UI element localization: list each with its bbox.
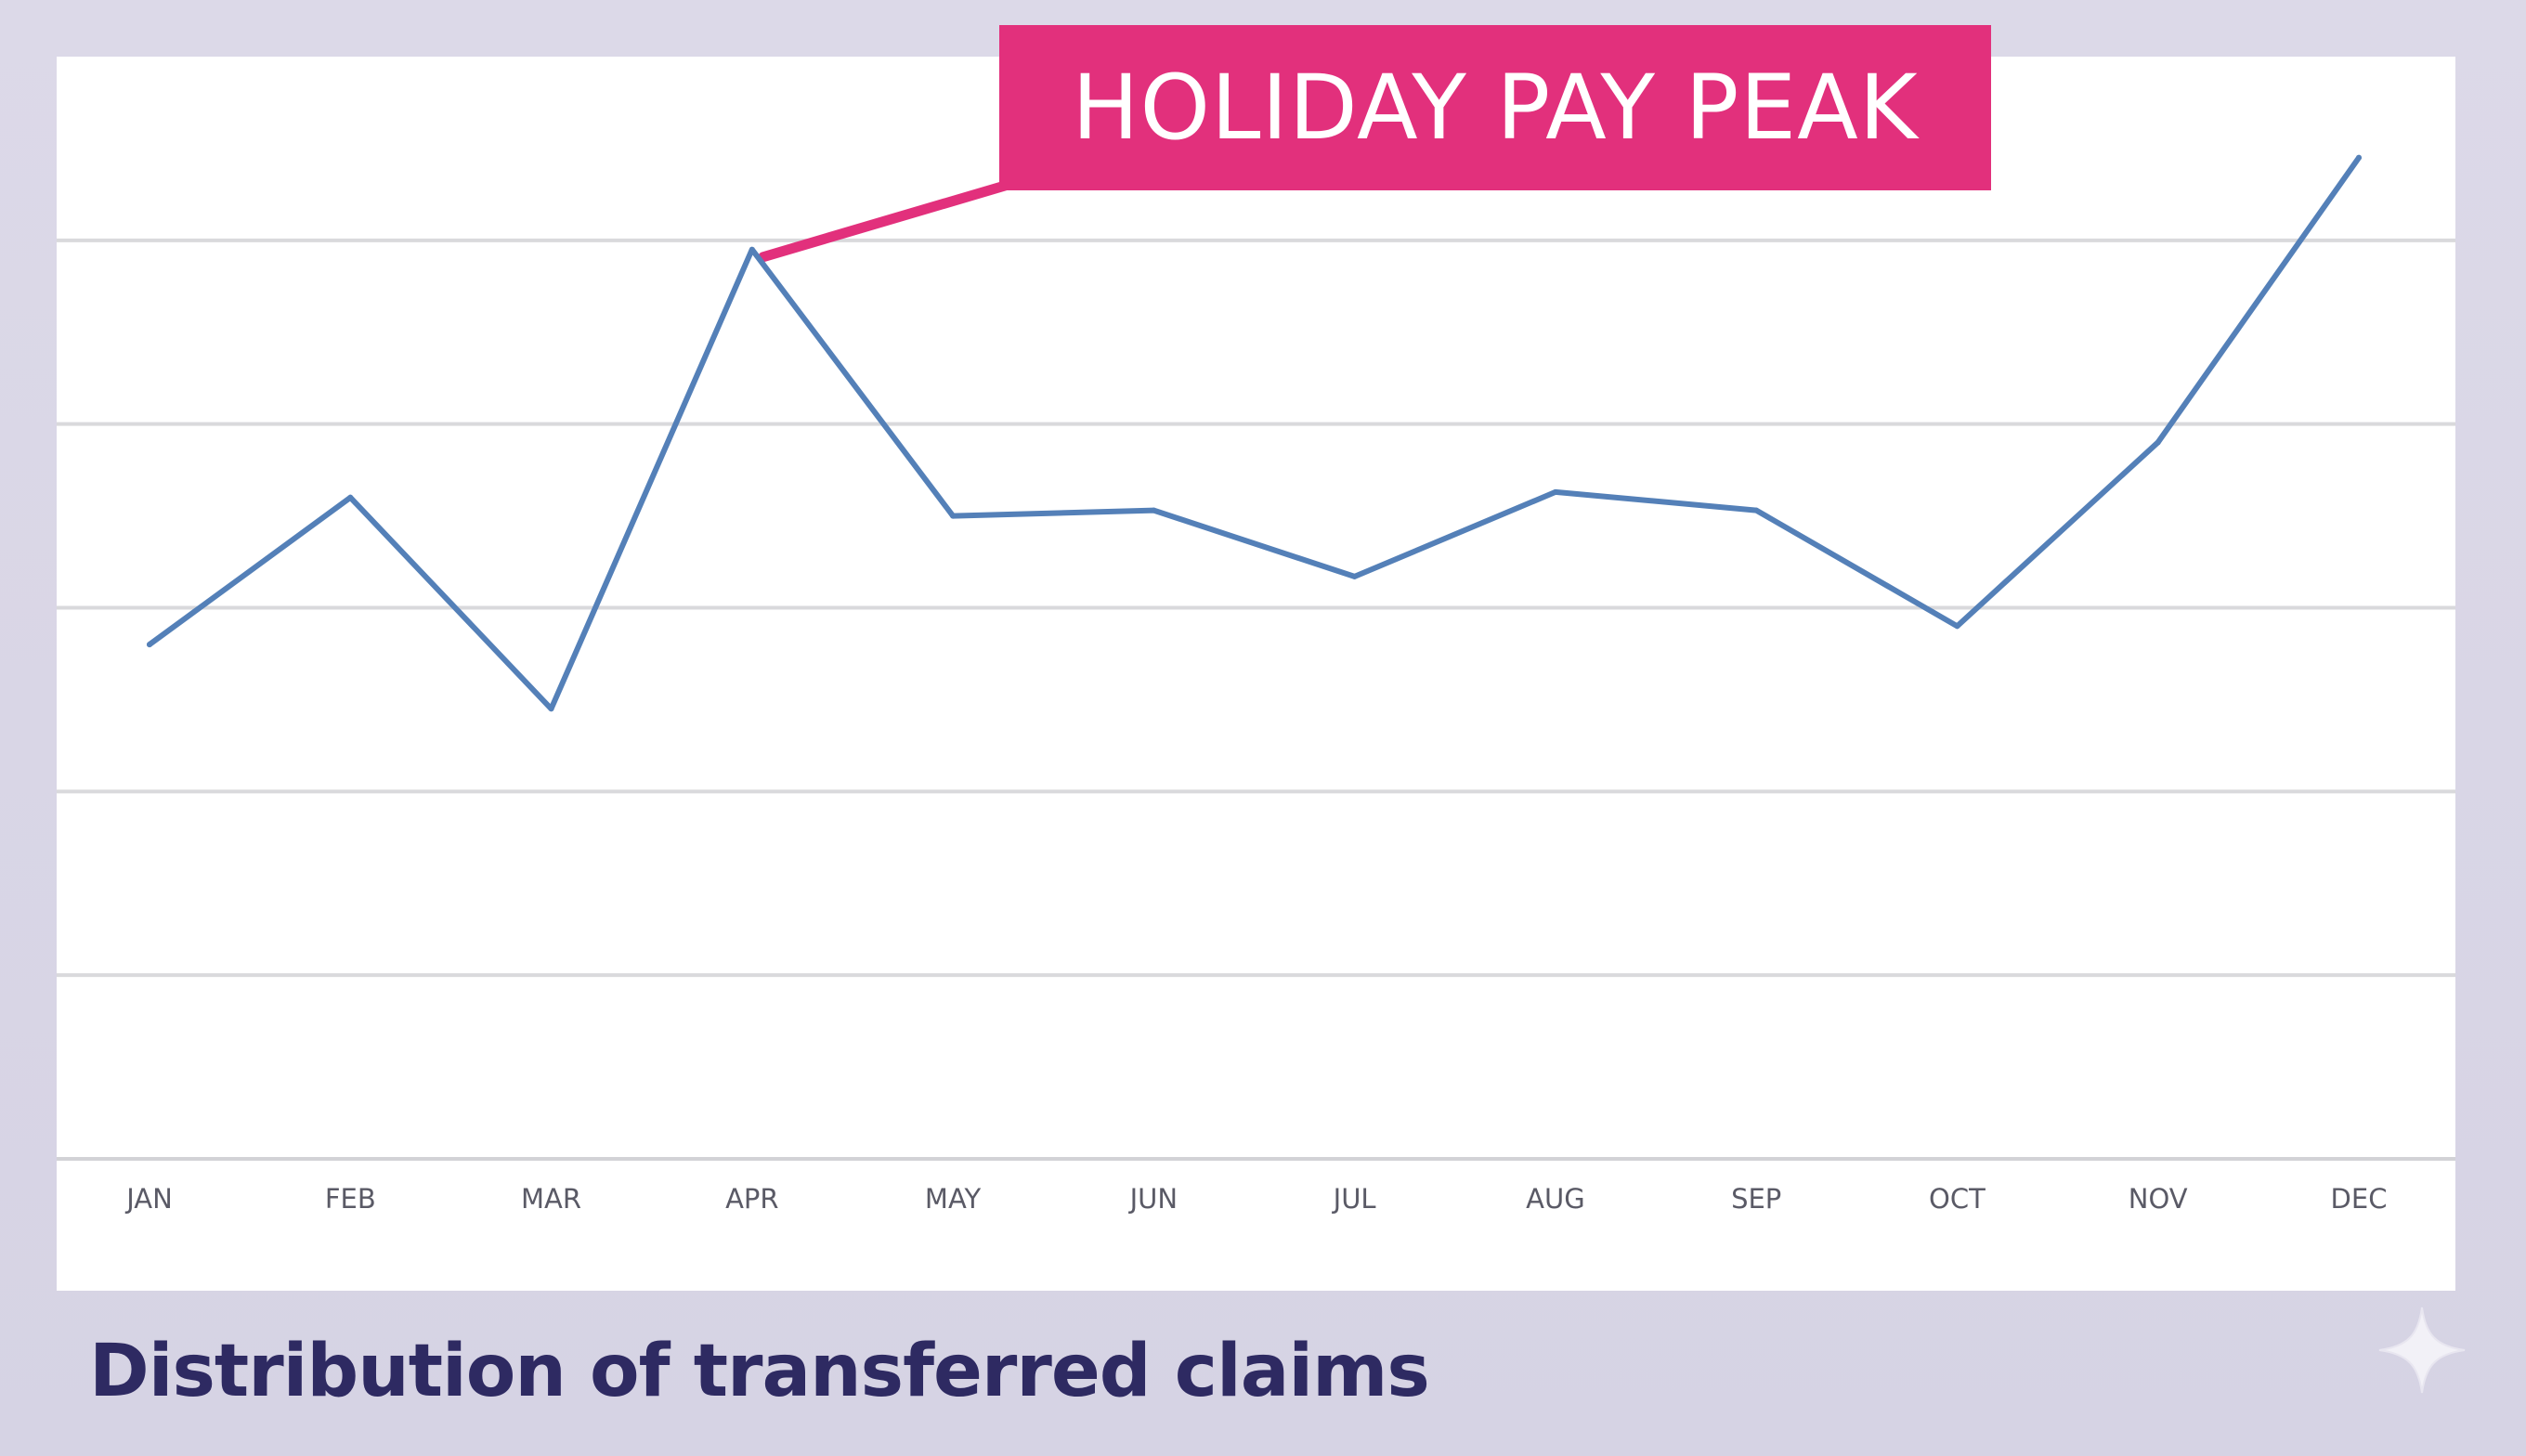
series-line-0 [147,154,2362,712]
grid [57,238,2455,1161]
data-point-aug [1552,488,1558,495]
x-tick-label-dec: DEC [2331,1183,2388,1215]
data-point-feb [347,494,354,500]
data-point-oct [1954,623,1960,630]
x-tick-label-nov: NOV [2129,1183,2188,1215]
x-tick-label-apr: APR [725,1183,778,1215]
x-tick-label-jul: JUL [1332,1183,1376,1215]
x-tick-label-jun: JUN [1128,1183,1178,1215]
x-tick-label-aug: AUG [1526,1183,1585,1215]
x-tick-label-may: MAY [925,1183,982,1215]
data-point-dec [2356,154,2362,161]
x-tick-label-feb: FEB [325,1183,376,1215]
data-point-jul [1351,573,1358,579]
data-point-apr [749,246,755,253]
chart-title: Distribution of transferred claims [89,1330,1430,1413]
data-point-sep [1753,507,1760,514]
x-axis-ticks: JAN FEB MAR APR MAY JUN JUL AUG SEP OCT NOV DEC [124,1183,2387,1215]
annotation-leader-line [758,180,1010,263]
x-tick-label-jan: JAN [124,1183,173,1215]
data-point-mar [548,706,554,712]
annotation-leader-group [758,180,1010,263]
data-point-nov [2155,439,2161,446]
x-tick-label-sep: SEP [1731,1183,1781,1215]
series-group [147,154,2362,712]
annotation-callout: HOLIDAY PAY PEAK [999,25,1991,190]
x-tick-label-mar: MAR [521,1183,581,1215]
x-tick-label-oct: OCT [1929,1183,1986,1215]
data-point-jan [147,642,152,648]
data-point-jun [1151,507,1157,514]
data-point-may [950,513,957,519]
sparkle-icon [2378,1306,2466,1394]
plot-area [57,57,2455,1291]
